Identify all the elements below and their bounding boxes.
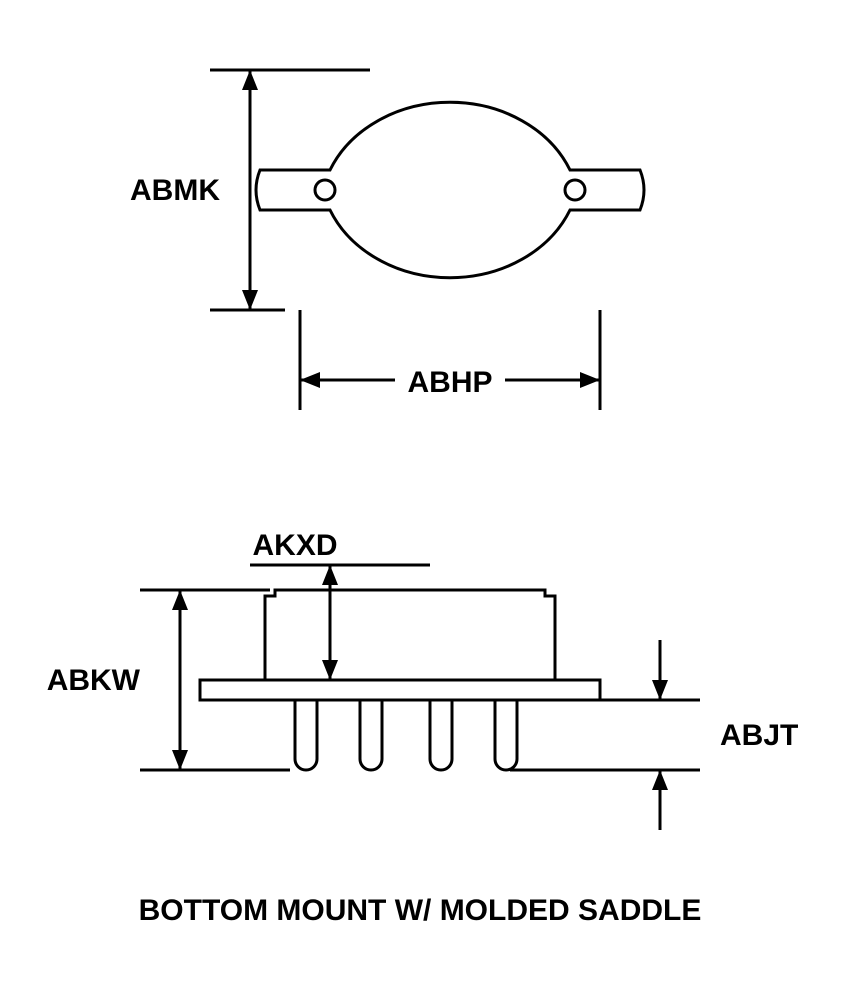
label-abkw: ABKW bbox=[47, 664, 141, 697]
pin-1 bbox=[295, 700, 317, 770]
label-abjt: ABJT bbox=[720, 719, 798, 752]
pin-4 bbox=[495, 700, 517, 770]
mounting-hole-right bbox=[565, 180, 585, 200]
side-view bbox=[200, 590, 600, 770]
diagram-title: BOTTOM MOUNT W/ MOLDED SADDLE bbox=[139, 894, 702, 927]
mounting-hole-left bbox=[315, 180, 335, 200]
pin-2 bbox=[360, 700, 382, 770]
top-view bbox=[256, 102, 644, 277]
label-akxd: AKXD bbox=[252, 529, 337, 562]
flange bbox=[200, 680, 600, 700]
pin-3 bbox=[430, 700, 452, 770]
body-box bbox=[265, 590, 555, 680]
label-abhp: ABHP bbox=[407, 366, 492, 399]
label-abmk: ABMK bbox=[130, 174, 220, 207]
